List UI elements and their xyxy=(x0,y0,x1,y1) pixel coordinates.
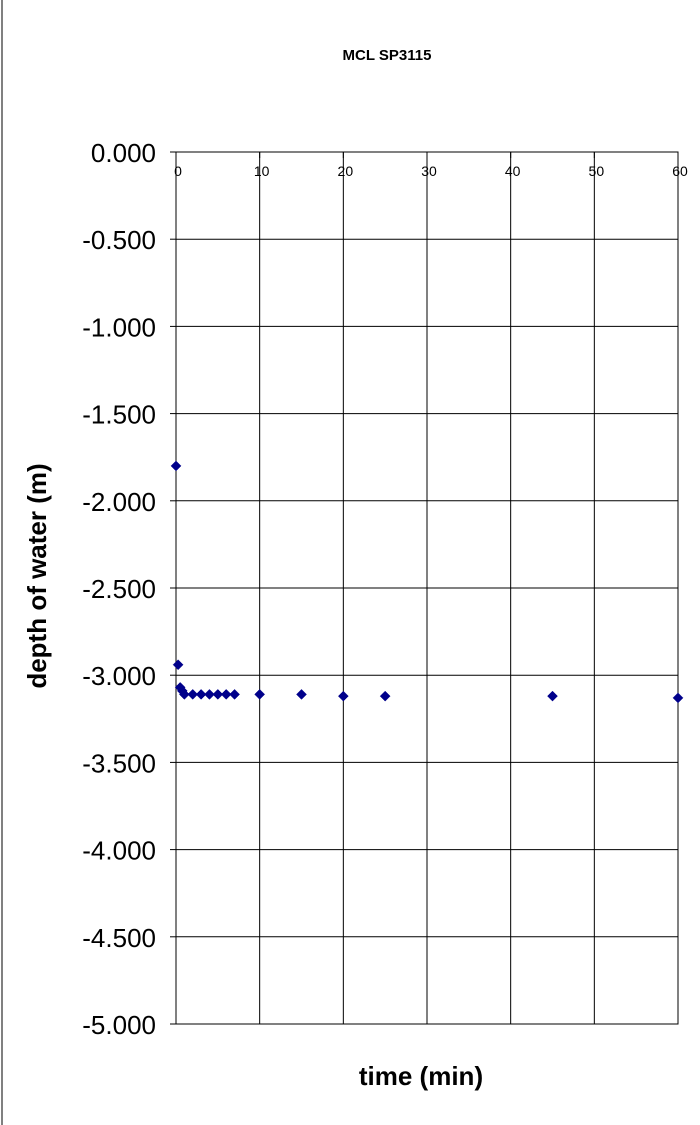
y-tick-label: -4.500 xyxy=(82,923,156,953)
data-point xyxy=(672,692,684,704)
y-tick-label: -3.500 xyxy=(82,748,156,778)
data-point xyxy=(187,689,199,700)
x-tick-label: 20 xyxy=(338,163,354,179)
y-tick-label: -3.000 xyxy=(82,661,156,691)
y-tick-label: 0.000 xyxy=(91,138,156,168)
x-tick-label: 60 xyxy=(672,163,688,179)
x-tick-label: 10 xyxy=(254,163,270,179)
y-tick-label: -0.500 xyxy=(82,225,156,255)
y-tick-label: -2.000 xyxy=(82,487,156,517)
y-tick-label: -4.000 xyxy=(82,836,156,866)
chart-title: MCL SP3115 xyxy=(343,47,432,64)
y-tick-label: -1.000 xyxy=(82,312,156,342)
data-point xyxy=(212,689,224,700)
data-point xyxy=(296,689,307,700)
data-point xyxy=(337,690,349,702)
grid-layer xyxy=(170,151,679,1025)
x-tick-label: 50 xyxy=(589,163,605,179)
data-point xyxy=(379,690,391,702)
point-layer xyxy=(170,460,684,704)
data-point xyxy=(229,689,240,700)
data-point xyxy=(254,689,266,700)
data-point xyxy=(170,460,182,472)
y-axis-title: depth of water (m) xyxy=(22,463,52,688)
y-tick-label: -5.000 xyxy=(82,1010,156,1040)
data-point xyxy=(547,690,558,702)
data-point xyxy=(204,689,215,700)
data-point xyxy=(220,689,232,700)
data-point xyxy=(195,689,207,700)
x-tick-label: 40 xyxy=(505,163,521,179)
x-tick-label: 0 xyxy=(174,163,182,179)
tick-layer: 0.000 -0.500 -1.000 -1.500 -2.000 -2.500 -3.00… xyxy=(82,138,688,1040)
plot-area-border xyxy=(175,151,679,1025)
data-point xyxy=(172,659,184,671)
x-axis-title: time (min) xyxy=(359,1061,483,1091)
x-tick-label: 30 xyxy=(421,163,437,179)
y-tick-label: -2.500 xyxy=(82,574,156,604)
data-point xyxy=(179,689,190,700)
y-tick-label: -1.500 xyxy=(82,400,156,430)
